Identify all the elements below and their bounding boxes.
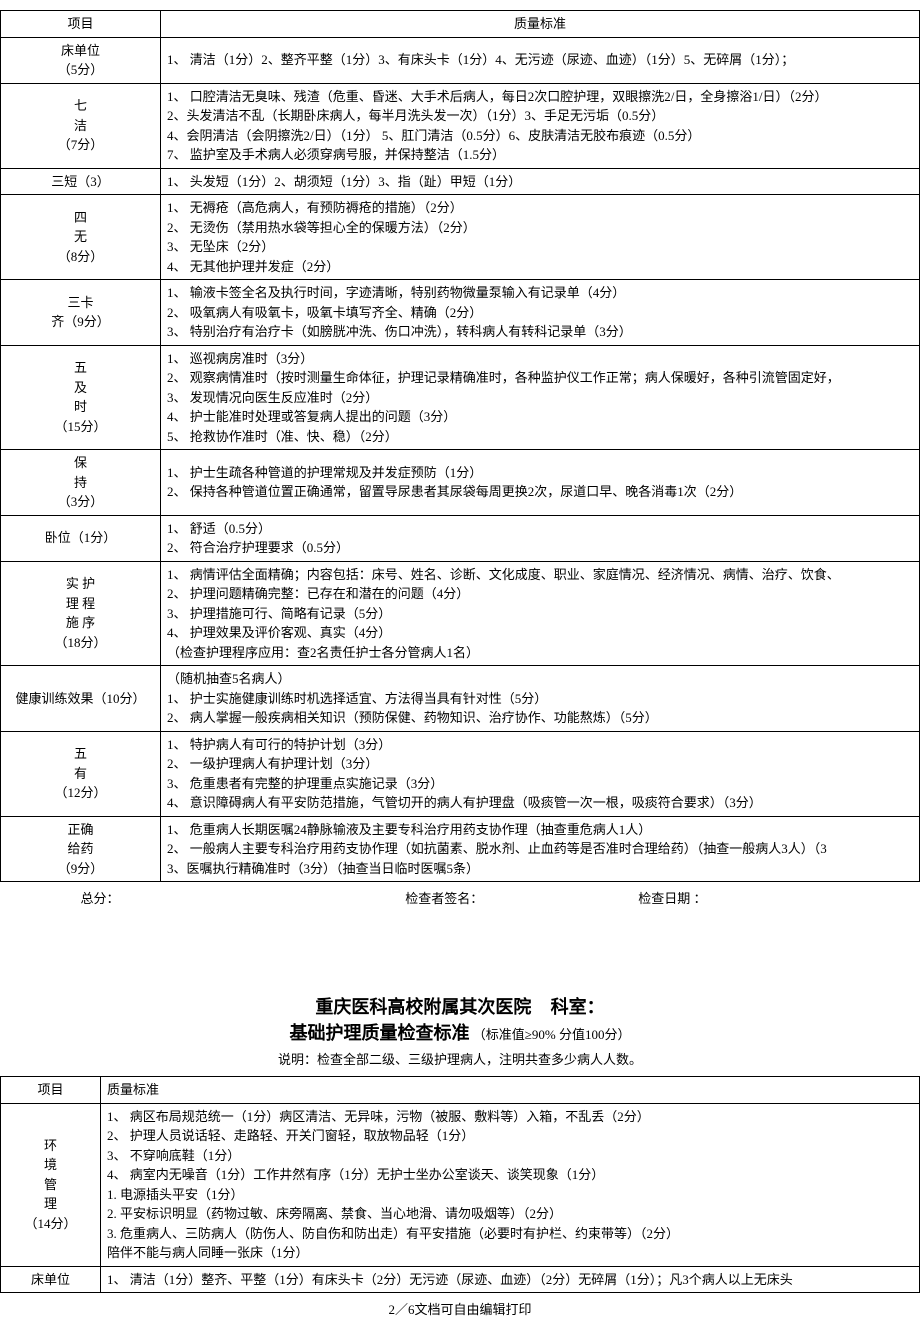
table-row: 保 持 （3分）1、 护士生疏各种管道的护理常规及并发症预防（1分） 2、 保持… — [1, 450, 920, 516]
row-label: 五 有 （12分） — [1, 731, 161, 816]
table-row: 七 洁 （7分）1、 口腔清洁无臭味、残渣（危重、昏迷、大手术后病人，每日2次口… — [1, 83, 920, 168]
row-content: 1、 清洁（1分）2、整齐平整（1分）3、有床头卡（1分）4、无污迹（尿迹、血迹… — [161, 37, 920, 83]
row-content: 1、 无褥疮（高危病人，有预防褥疮的措施）（2分） 2、 无烫伤（禁用热水袋等担… — [161, 195, 920, 280]
header-col-project: 项目 — [1, 1077, 101, 1104]
row-label: 床单位 （5分） — [1, 37, 161, 83]
table-row: 四 无 （8分）1、 无褥疮（高危病人，有预防褥疮的措施）（2分） 2、 无烫伤… — [1, 195, 920, 280]
row-label: 保 持 （3分） — [1, 450, 161, 516]
row-content: 1、 口腔清洁无臭味、残渣（危重、昏迷、大手术后病人，每日2次口腔护理，双眼擦洗… — [161, 83, 920, 168]
table-row: 五 及 时 （15分）1、 巡视病房准时（3分） 2、 观察病情准时（按时测量生… — [1, 345, 920, 450]
row-content: 1、 巡视病房准时（3分） 2、 观察病情准时（按时测量生命体征，护理记录精确准… — [161, 345, 920, 450]
row-label: 正确 给药 （9分） — [1, 816, 161, 882]
department-label: 科室： — [551, 997, 605, 1017]
row-content: 1、 舒适（0.5分） 2、 符合治疗护理要求（0.5分） — [161, 515, 920, 561]
row-label: 四 无 （8分） — [1, 195, 161, 280]
signer-label: 检查者签名： — [163, 888, 483, 907]
total-score-label: 总分： — [40, 888, 160, 907]
row-label: 七 洁 （7分） — [1, 83, 161, 168]
table-row: 健康训练效果（10分）（随机抽查5名病人） 1、 护士实施健康训练时机选择适宜、… — [1, 666, 920, 732]
table-row: 床单位 （5分）1、 清洁（1分）2、整齐平整（1分）3、有床头卡（1分）4、无… — [1, 37, 920, 83]
section2-subtitle: 基础护理质量检查标准 — [290, 1023, 470, 1043]
hospital-name: 重庆医科高校附属其次医院 — [315, 997, 531, 1017]
check-date-label: 检查日期 ： — [487, 888, 707, 907]
row-label: 实 护 理 程 施 序 （18分） — [1, 561, 161, 666]
row-label: 环 境 管 理 （14分） — [1, 1103, 101, 1266]
table-header-row: 项目 质量标准 — [1, 11, 920, 38]
row-content: 1、 病区布局规范统一（1分）病区清洁、无异味，污物（被服、敷料等）入箱，不乱丢… — [101, 1103, 920, 1266]
row-content: 1、 危重病人长期医嘱24静脉输液及主要专科治疗用药支协作理（抽查重危病人1人）… — [161, 816, 920, 882]
table-header-row: 项目 质量标准 — [1, 1077, 920, 1104]
row-label: 三卡 齐（9分） — [1, 280, 161, 346]
table-row: 正确 给药 （9分）1、 危重病人长期医嘱24静脉输液及主要专科治疗用药支协作理… — [1, 816, 920, 882]
table-row: 三短（3）1、 头发短（1分）2、胡须短（1分）3、指（趾）甲短（1分） — [1, 168, 920, 195]
summary-line: 总分： 检查者签名： 检查日期 ： — [0, 882, 920, 913]
row-content: 1、 清洁（1分）整齐、平整（1分）有床头卡（2分）无污迹（尿迹、血迹）（2分）… — [101, 1266, 920, 1293]
section2-subtitle-note: （标准值≥90% 分值100分） — [473, 1027, 631, 1042]
section2-title-block: 重庆医科高校附属其次医院 科室： 基础护理质量检查标准 （标准值≥90% 分值1… — [0, 993, 920, 1068]
row-content: 1、 特护病人有可行的特护计划（3分） 2、 一级护理病人有护理计划（3分） 3… — [161, 731, 920, 816]
row-label: 健康训练效果（10分） — [1, 666, 161, 732]
table-row: 三卡 齐（9分）1、 输液卡签全名及执行时间，字迹清晰，特别药物微量泵输入有记录… — [1, 280, 920, 346]
table-row: 五 有 （12分）1、 特护病人有可行的特护计划（3分） 2、 一级护理病人有护… — [1, 731, 920, 816]
quality-standards-table-1: 项目 质量标准 床单位 （5分）1、 清洁（1分）2、整齐平整（1分）3、有床头… — [0, 10, 920, 882]
row-label: 五 及 时 （15分） — [1, 345, 161, 450]
row-content: 1、 护士生疏各种管道的护理常规及并发症预防（1分） 2、 保持各种管道位置正确… — [161, 450, 920, 516]
row-content: （随机抽查5名病人） 1、 护士实施健康训练时机选择适宜、方法得当具有针对性（5… — [161, 666, 920, 732]
table-row: 环 境 管 理 （14分）1、 病区布局规范统一（1分）病区清洁、无异味，污物（… — [1, 1103, 920, 1266]
table-row: 实 护 理 程 施 序 （18分）1、 病情评估全面精确；内容包括：床号、姓名、… — [1, 561, 920, 666]
row-label: 卧位（1分） — [1, 515, 161, 561]
row-label: 床单位 — [1, 1266, 101, 1293]
quality-standards-table-2: 项目 质量标准 环 境 管 理 （14分）1、 病区布局规范统一（1分）病区清洁… — [0, 1076, 920, 1293]
header-col-standard: 质量标准 — [101, 1077, 920, 1104]
row-content: 1、 病情评估全面精确；内容包括：床号、姓名、诊断、文化成度、职业、家庭情况、经… — [161, 561, 920, 666]
table-row: 床单位1、 清洁（1分）整齐、平整（1分）有床头卡（2分）无污迹（尿迹、血迹）（… — [1, 1266, 920, 1293]
table-row: 卧位（1分）1、 舒适（0.5分） 2、 符合治疗护理要求（0.5分） — [1, 515, 920, 561]
row-label: 三短（3） — [1, 168, 161, 195]
section2-description: 说明：检查全部二级、三级护理病人，注明共查多少病人人数。 — [0, 1049, 920, 1068]
header-col-project: 项目 — [1, 11, 161, 38]
row-content: 1、 头发短（1分）2、胡须短（1分）3、指（趾）甲短（1分） — [161, 168, 920, 195]
row-content: 1、 输液卡签全名及执行时间，字迹清晰，特别药物微量泵输入有记录单（4分） 2、… — [161, 280, 920, 346]
header-col-standard: 质量标准 — [161, 11, 920, 38]
